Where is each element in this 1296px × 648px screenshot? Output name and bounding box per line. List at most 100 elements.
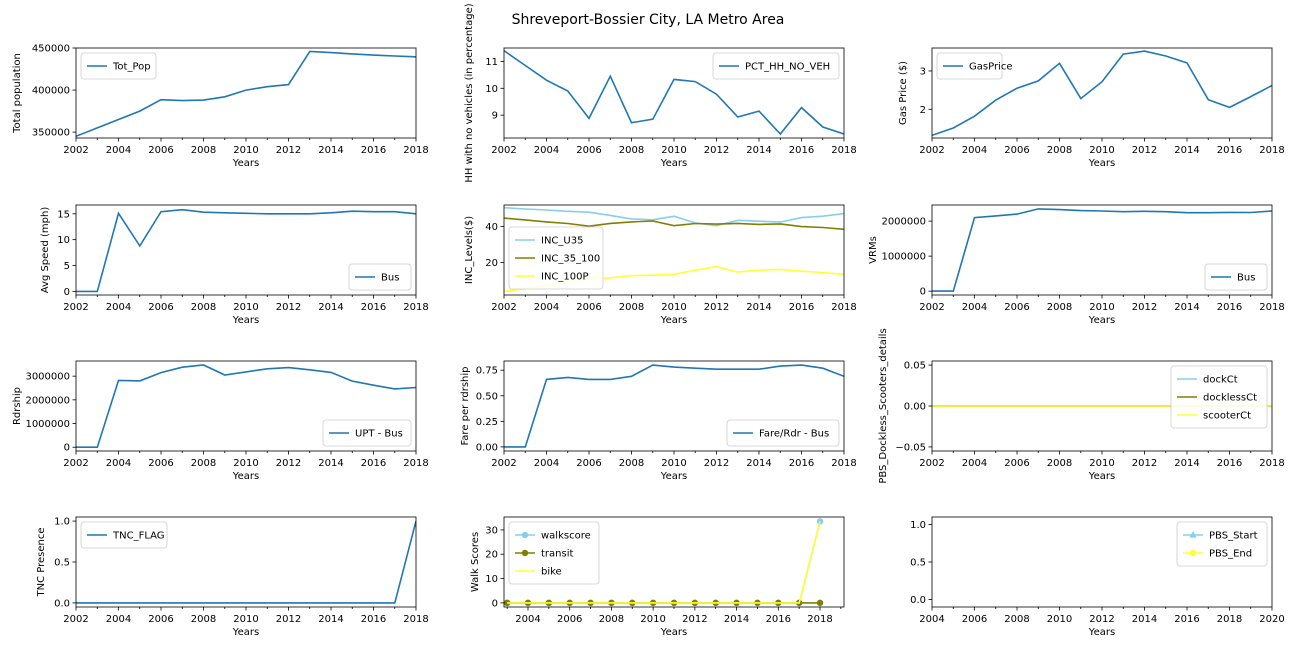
x-tick-label: 2004 xyxy=(534,458,559,469)
x-axis-label: Years xyxy=(232,158,259,169)
y-tick-label: 9 xyxy=(492,111,498,122)
axes-frame xyxy=(503,47,845,139)
plot-area xyxy=(76,520,416,604)
x-tick-label: 2002 xyxy=(63,458,88,469)
x-ticks: 2004 2006 2008 2010 2012 2014 2016 2018 xyxy=(506,607,842,625)
x-tick-label: 2002 xyxy=(491,145,516,156)
series-line-pct-hh-no-veh xyxy=(504,50,844,136)
legend-label: docklessCt xyxy=(1203,393,1257,404)
legend: TNC_FLAG xyxy=(80,521,168,549)
x-tick-label: 2014 xyxy=(318,145,343,156)
y-axis-label: Avg Speed (mph) xyxy=(40,207,51,294)
x-tick-label: 2016 xyxy=(361,302,386,313)
x-tick-label: 2010 xyxy=(1089,458,1114,469)
y-tick-label: 2 xyxy=(920,105,926,116)
axes-frame xyxy=(75,516,417,608)
x-tick-label: 2010 xyxy=(1089,145,1114,156)
x-tick-label: 2004 xyxy=(962,145,987,156)
y-axis-label: Total population xyxy=(12,53,23,134)
y-axis-label: Rdrship xyxy=(12,387,23,425)
x-axis-label: Years xyxy=(1088,158,1115,169)
x-tick-label: 2016 xyxy=(789,145,814,156)
y-tick-label: 1000000 xyxy=(881,252,926,263)
axes-frame xyxy=(75,204,417,296)
y-tick-label: 2000000 xyxy=(25,395,70,406)
plot-area xyxy=(76,364,416,449)
y-tick-label: 0.00 xyxy=(476,442,498,453)
legend-box xyxy=(712,52,840,80)
legend-box xyxy=(1170,365,1268,429)
legend-item: TNC_FLAG xyxy=(87,531,165,542)
legend: Fare/Rdr - Bus xyxy=(726,419,840,447)
y-tick-label: 0.25 xyxy=(476,417,498,428)
y-tick-label: 20 xyxy=(485,550,498,561)
x-tick-label: 2014 xyxy=(1174,458,1199,469)
x-tick-label: 2014 xyxy=(1174,302,1199,313)
x-tick-label: 2002 xyxy=(919,302,944,313)
series-line-upt-bus xyxy=(76,364,416,449)
x-ticks: 2002 2004 2006 2008 2010 2012 2014 2016 2018 xyxy=(491,295,857,313)
series-line-tot-pop xyxy=(76,50,416,138)
plot-area xyxy=(76,50,416,138)
y-axis-label: VRMs xyxy=(868,236,879,264)
legend-box xyxy=(322,419,412,447)
series-line-bus xyxy=(932,208,1272,292)
legend-item: Bus xyxy=(1211,273,1255,284)
x-tick-label: 2006 xyxy=(1004,458,1029,469)
x-tick-label: 2008 xyxy=(191,145,216,156)
legend-item: PCT_HH_NO_VEH xyxy=(719,62,830,73)
subplot-1: 2002 2004 2006 2008 2010 2012 2014 2016 2018 3500… xyxy=(12,44,429,170)
x-tick-label: 2016 xyxy=(361,614,386,625)
x-tick-label: 2008 xyxy=(191,458,216,469)
y-tick-label: 0.05 xyxy=(904,361,926,372)
y-tick-label: 10 xyxy=(485,574,498,585)
x-tick-label: 2012 xyxy=(682,614,707,625)
x-tick-label: 2014 xyxy=(318,458,343,469)
legend-item: bike xyxy=(515,567,562,578)
y-axis-label: Fare per rdrship xyxy=(460,366,471,445)
y-tick-label: 2000000 xyxy=(881,217,926,228)
subplot-3: 2002 2004 2006 2008 2010 2012 2014 2016 201823Ye… xyxy=(898,47,1285,169)
y-tick-label: 1.0 xyxy=(910,520,926,531)
x-tick-label: 2018 xyxy=(1259,145,1284,156)
y-axis-label: Gas Price ($) xyxy=(898,61,909,125)
legend-label: GasPrice xyxy=(969,62,1012,73)
y-axis-label: HH with no vehicles (in percentage) xyxy=(464,3,475,182)
y-tick-label: 0.0 xyxy=(910,595,926,606)
y-tick-label: 10 xyxy=(485,84,498,95)
x-tick-label: 2016 xyxy=(789,302,814,313)
series-line-bus xyxy=(76,208,416,293)
y-ticks: 0.00 0.25 0.50 0.75 xyxy=(476,366,504,453)
y-tick-label: 0.5 xyxy=(54,558,70,569)
y-axis-label: TNC Presence xyxy=(36,528,47,598)
axes-frame xyxy=(931,204,1273,296)
plot-area xyxy=(76,208,416,293)
series-line-inc-u35 xyxy=(504,206,844,227)
x-ticks: 2002 2004 2006 2008 2010 2012 2014 2016 2018 xyxy=(63,451,429,469)
axes-frame xyxy=(931,360,1273,452)
axes-frame xyxy=(503,516,845,608)
x-tick-label: 2008 xyxy=(619,458,644,469)
x-ticks: 2002 2004 2006 2008 2010 2012 2014 2016 2018 xyxy=(919,451,1285,469)
x-tick-label: 2016 xyxy=(766,614,791,625)
y-ticks: 23 xyxy=(920,66,932,116)
legend-box xyxy=(936,52,1003,80)
x-tick-label: 2014 xyxy=(318,614,343,625)
y-tick-label: 0 xyxy=(920,287,926,298)
x-tick-label: 2014 xyxy=(746,302,771,313)
subplot-5: 2002 2004 2006 2008 2010 2012 2014 2016 20182040… xyxy=(464,204,857,326)
x-axis-label: Years xyxy=(1088,627,1115,638)
legend-item: scooterCt xyxy=(1177,411,1251,422)
x-tick-label: 2010 xyxy=(661,145,686,156)
legend-label: PBS_End xyxy=(1209,549,1252,560)
legend-box xyxy=(1204,263,1268,291)
x-tick-label: 2018 xyxy=(403,614,428,625)
y-ticks: 0 10 20 30 xyxy=(485,525,504,609)
x-tick-label: 2018 xyxy=(403,458,428,469)
y-ticks: 9 10 11 xyxy=(485,57,504,122)
y-tick-label: 40 xyxy=(485,222,498,233)
x-tick-label: 2014 xyxy=(318,302,343,313)
y-tick-label: 0.75 xyxy=(476,366,498,377)
x-tick-label: 2010 xyxy=(233,302,258,313)
x-tick-label: 2018 xyxy=(831,302,856,313)
